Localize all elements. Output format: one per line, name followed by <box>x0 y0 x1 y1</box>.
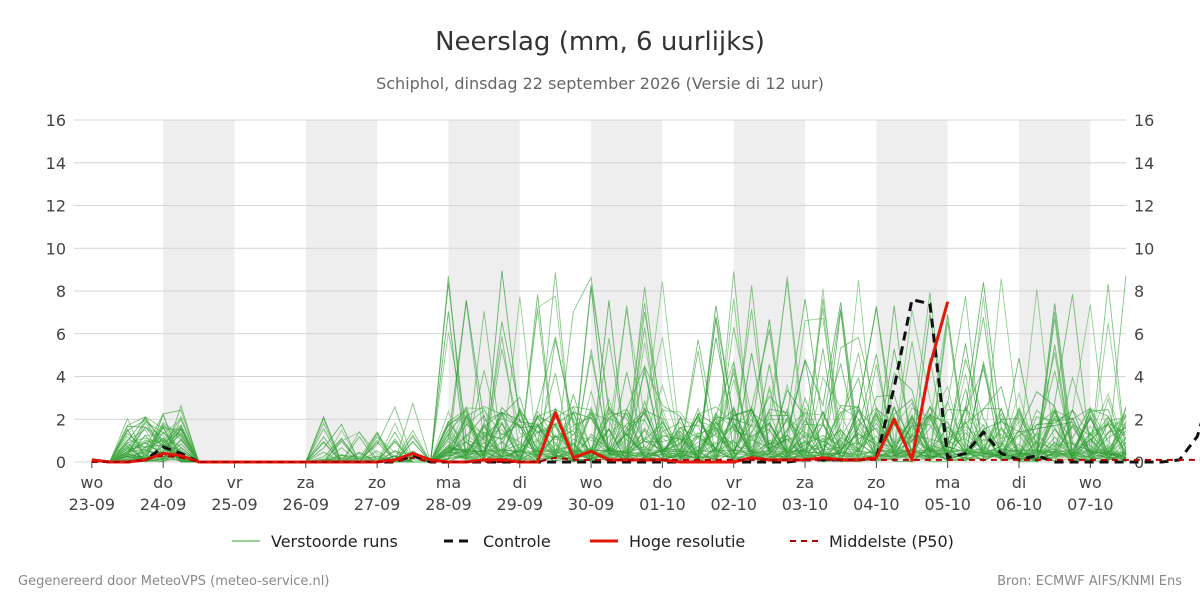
x-tick-day: di <box>512 473 527 492</box>
y-tick-label-right: 10 <box>1134 239 1154 258</box>
x-tick-day: wo <box>1079 473 1102 492</box>
series-line-middelste-p50 <box>91 454 1200 463</box>
x-tick-day: wo <box>580 473 603 492</box>
x-tick-day: za <box>796 473 814 492</box>
x-tick-date: 30-09 <box>568 495 615 514</box>
y-tick-label-right: 16 <box>1134 111 1154 130</box>
x-axis-ticks: wo 23-09 do 24-09 vr 25-09 za 26-09 zo 27-09 ma 28-… <box>69 462 1114 514</box>
y-tick-label-left: 6 <box>56 325 66 344</box>
y-tick-label-right: 0 <box>1134 453 1144 472</box>
y-tick-label-right: 8 <box>1134 282 1144 301</box>
y-tick-label-right: 14 <box>1134 154 1154 173</box>
x-tick-date: 26-09 <box>283 495 330 514</box>
y-tick-label-right: 12 <box>1134 197 1154 216</box>
x-tick-date: 05-10 <box>924 495 971 514</box>
y-tick-label-right: 6 <box>1134 325 1144 344</box>
x-tick-date: 25-09 <box>211 495 258 514</box>
legend-label: Controle <box>483 532 551 551</box>
x-tick-day: vr <box>226 473 242 492</box>
x-tick-day: zo <box>368 473 386 492</box>
x-tick-date: 27-09 <box>354 495 401 514</box>
x-tick-date: 29-09 <box>497 495 544 514</box>
x-tick-date: 07-10 <box>1067 495 1114 514</box>
y-tick-label-left: 0 <box>56 453 66 472</box>
y-tick-label-left: 12 <box>46 197 66 216</box>
y-tick-label-left: 2 <box>56 410 66 429</box>
y-tick-label-left: 8 <box>56 282 66 301</box>
x-tick-day: do <box>652 473 672 492</box>
x-tick-date: 03-10 <box>782 495 829 514</box>
x-tick-day: di <box>1012 473 1027 492</box>
x-tick-day: zo <box>867 473 885 492</box>
x-tick-day: ma <box>935 473 960 492</box>
x-tick-date: 02-10 <box>710 495 757 514</box>
x-tick-day: wo <box>80 473 103 492</box>
x-tick-day: za <box>297 473 315 492</box>
chart-title: Neerslag (mm, 6 uurlijks) <box>435 27 765 57</box>
x-tick-date: 04-10 <box>853 495 900 514</box>
legend-label: Verstoorde runs <box>271 532 398 551</box>
chart-subtitle: Schiphol, dinsdag 22 september 2026 (Ver… <box>376 74 824 93</box>
x-tick-date: 28-09 <box>425 495 472 514</box>
y-tick-label-left: 4 <box>56 368 66 387</box>
x-tick-date: 01-10 <box>639 495 686 514</box>
main-series <box>91 298 1200 464</box>
legend-label: Hoge resolutie <box>629 532 745 551</box>
x-tick-day: ma <box>436 473 461 492</box>
y-tick-label-left: 16 <box>46 111 66 130</box>
y-axis-ticks: 0 0 2 2 4 4 6 6 8 8 10 10 12 12 14 14 16 16 <box>46 111 1155 472</box>
x-tick-day: vr <box>726 473 742 492</box>
legend-label: Middelste (P50) <box>829 532 954 551</box>
y-tick-label-right: 4 <box>1134 368 1144 387</box>
x-tick-date: 06-10 <box>996 495 1043 514</box>
footer-left: Gegenereerd door MeteoVPS (meteo-service… <box>18 574 329 589</box>
y-tick-label-left: 14 <box>46 154 66 173</box>
footer-right: Bron: ECMWF AIFS/KNMI Ens <box>997 574 1182 589</box>
x-tick-day: do <box>153 473 173 492</box>
legend: Verstoorde runs Controle Hoge resolutie Mid… <box>232 532 954 551</box>
x-tick-date: 23-09 <box>69 495 116 514</box>
x-tick-date: 24-09 <box>140 495 187 514</box>
y-tick-label-left: 10 <box>46 239 66 258</box>
y-tick-label-right: 2 <box>1134 410 1144 429</box>
